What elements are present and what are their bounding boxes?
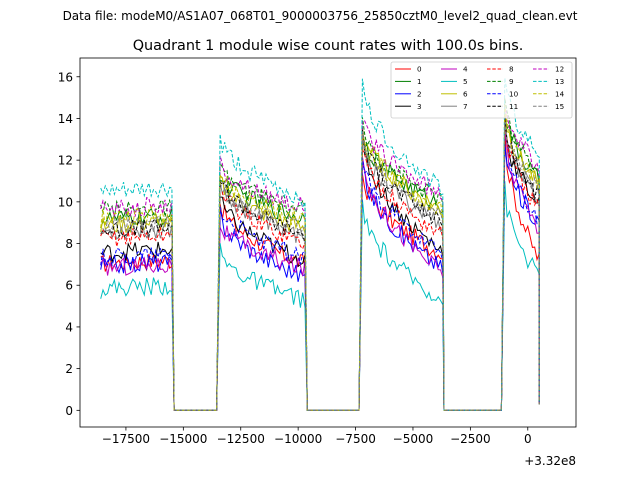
x-axis: −17500 −15000 −12500 −10000 −7500 −5000 −2500 0 xyxy=(102,427,532,446)
series-line-13 xyxy=(100,77,540,411)
chart-title: Quadrant 1 module wise count rates with … xyxy=(133,38,524,54)
series-layer xyxy=(100,77,540,411)
legend-label: 1 xyxy=(417,77,422,86)
series-line-14 xyxy=(100,105,540,411)
x-tick-label: −5000 xyxy=(393,432,434,446)
y-tick-label: 8 xyxy=(65,237,73,251)
legend-label: 2 xyxy=(417,89,422,98)
y-tick-label: 14 xyxy=(58,112,73,126)
legend-label: 12 xyxy=(555,65,564,74)
x-tick-label: −17500 xyxy=(102,432,150,446)
series-line-6 xyxy=(100,112,540,411)
series-line-15 xyxy=(100,121,540,411)
legend-label: 9 xyxy=(509,77,514,86)
legend-label: 10 xyxy=(509,89,519,98)
series-line-11 xyxy=(100,117,540,411)
y-tick-label: 16 xyxy=(58,70,73,84)
legend-label: 3 xyxy=(417,102,422,111)
legend-label: 8 xyxy=(509,65,514,74)
x-tick-label: 0 xyxy=(524,432,532,446)
legend-box xyxy=(390,61,573,119)
data-file-suptitle: Data file: modeM0/AS1A07_068T01_90000037… xyxy=(63,9,578,23)
legend-label: 6 xyxy=(463,89,468,98)
y-tick-label: 4 xyxy=(65,320,73,334)
legend-label: 0 xyxy=(417,65,422,74)
series-line-12 xyxy=(100,106,540,411)
series-line-10 xyxy=(100,144,540,411)
legend-label: 4 xyxy=(463,65,468,74)
legend-label: 14 xyxy=(555,89,565,98)
axes-frame xyxy=(79,57,577,428)
y-tick-label: 0 xyxy=(65,404,73,418)
x-tick-label: −2500 xyxy=(450,432,491,446)
y-axis: 0 2 4 6 8 10 12 14 16 xyxy=(58,70,80,418)
y-tick-label: 2 xyxy=(65,362,73,376)
legend-label: 5 xyxy=(463,77,468,86)
series-line-9 xyxy=(100,98,540,411)
x-tick-label: −12500 xyxy=(217,432,265,446)
x-offset-label: +3.32e8 xyxy=(524,454,576,468)
x-tick-label: −7500 xyxy=(335,432,376,446)
series-line-8 xyxy=(100,127,540,411)
x-tick-label: −10000 xyxy=(274,432,322,446)
legend-label: 11 xyxy=(509,102,518,111)
series-line-4 xyxy=(100,131,540,411)
legend-label: 7 xyxy=(463,102,468,111)
plot-area xyxy=(80,58,576,427)
y-tick-label: 10 xyxy=(58,195,73,209)
x-tick-label: −15000 xyxy=(159,432,207,446)
y-tick-label: 12 xyxy=(58,154,73,168)
legend-label: 13 xyxy=(555,77,564,86)
series-line-5 xyxy=(100,181,540,411)
legend-label: 15 xyxy=(555,102,564,111)
y-tick-label: 6 xyxy=(65,279,73,293)
